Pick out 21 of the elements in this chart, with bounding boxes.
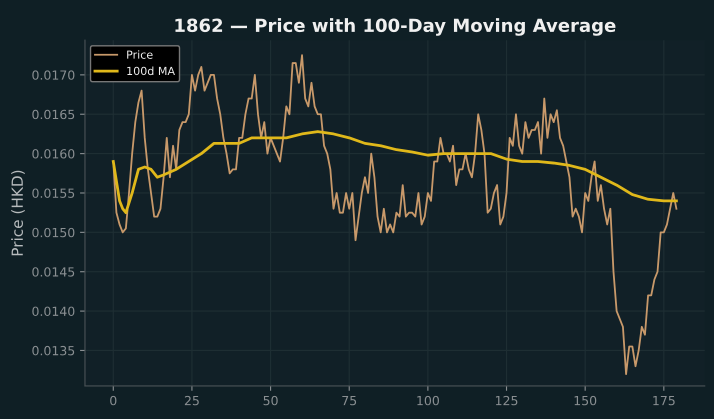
y-tick-label: 0.0150 [32, 228, 74, 238]
x-tick-label: 75 [342, 396, 356, 406]
chart-title: 1862 — Price with 100-Day Moving Average [175, 18, 616, 36]
y-tick-label: 0.0170 [32, 70, 74, 80]
x-tick-label: 125 [496, 396, 518, 406]
y-tick-label: 0.0140 [32, 306, 74, 316]
x-tick-label: 150 [574, 396, 596, 406]
y-tick-label: 0.0155 [32, 188, 74, 198]
y-axis-title: Price (HKD) [11, 170, 25, 256]
x-tick-label: 100 [417, 396, 439, 406]
line-series [112, 130, 678, 214]
x-tick-label: 25 [184, 396, 199, 406]
y-tick-label: 0.0165 [32, 110, 74, 120]
y-tick-label: 0.0145 [32, 267, 74, 277]
legend-label: 100d MA [127, 66, 175, 76]
legend-label: Price [127, 50, 153, 59]
y-tick-label: 0.0160 [32, 149, 74, 159]
x-tick-label: 50 [264, 396, 278, 406]
x-tick-label: 175 [653, 396, 675, 406]
x-tick-label: 0 [110, 396, 116, 406]
y-tick-label: 0.0135 [32, 346, 74, 356]
